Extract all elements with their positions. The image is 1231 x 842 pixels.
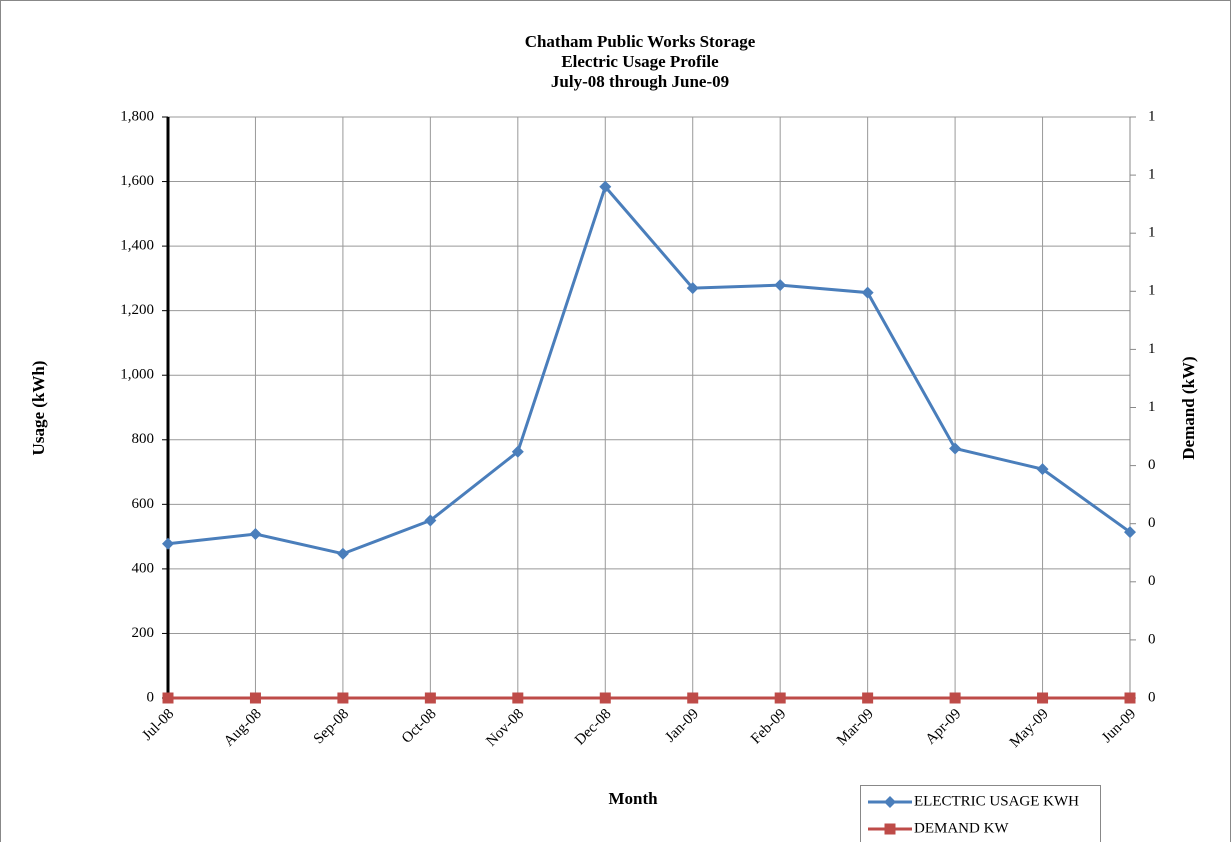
- y-tick-label: 600: [132, 496, 155, 512]
- y2-tick-label: 0: [1148, 457, 1156, 473]
- data-point: [774, 692, 786, 704]
- y-tick-label: 0: [147, 689, 155, 705]
- y2-tick-label: 1: [1148, 283, 1156, 299]
- y-tick-label: 200: [132, 625, 155, 641]
- y-tick-label: 1,800: [120, 108, 154, 124]
- legend-box: [860, 785, 1101, 842]
- y-tick-label: 1,200: [120, 302, 154, 318]
- y-tick-label: 1,000: [120, 367, 154, 383]
- data-point: [1036, 463, 1049, 476]
- data-point: [336, 547, 349, 560]
- chart-title: Electric Usage Profile: [561, 52, 719, 71]
- x-axis-label: Month: [608, 789, 658, 808]
- y-tick-label: 1,400: [120, 238, 154, 254]
- y2-tick-label: 1: [1148, 108, 1156, 124]
- data-point: [862, 692, 874, 704]
- chart-title: Chatham Public Works Storage: [525, 32, 756, 51]
- data-point: [686, 282, 699, 295]
- y-tick-label: 800: [132, 431, 155, 447]
- data-point: [424, 514, 437, 527]
- data-point: [337, 692, 349, 704]
- legend-marker: [884, 823, 896, 835]
- data-point: [599, 692, 611, 704]
- y-axis-label: Usage (kWh): [29, 361, 48, 456]
- data-point: [1037, 692, 1049, 704]
- series-line: [167, 183, 1131, 556]
- y2-tick-label: 1: [1148, 341, 1156, 357]
- data-point: [249, 692, 261, 704]
- legend-label: DEMAND KW: [914, 820, 1009, 836]
- y2-axis-label: Demand (kW): [1179, 356, 1198, 459]
- data-point: [861, 286, 874, 299]
- data-point: [162, 537, 174, 550]
- data-point: [774, 279, 787, 292]
- y2-tick-label: 0: [1148, 573, 1156, 589]
- y2-tick-label: 0: [1148, 631, 1156, 647]
- y2-tick-label: 1: [1148, 399, 1156, 415]
- legend-marker: [884, 796, 896, 808]
- data-point: [1124, 692, 1136, 704]
- legend-label: ELECTRIC USAGE KWH: [914, 793, 1079, 809]
- data-point: [249, 528, 262, 541]
- y-tick-label: 400: [132, 560, 155, 576]
- data-point: [511, 445, 524, 458]
- data-point: [162, 692, 174, 704]
- y-tick-label: 1,600: [120, 173, 154, 189]
- y2-tick-label: 0: [1148, 515, 1156, 531]
- data-point: [599, 180, 612, 193]
- y2-tick-label: 1: [1148, 225, 1156, 241]
- data-point: [949, 442, 962, 455]
- data-point: [949, 692, 961, 704]
- data-point: [512, 692, 524, 704]
- y2-tick-label: 0: [1148, 689, 1156, 705]
- y2-tick-label: 1: [1148, 167, 1156, 183]
- data-point: [424, 692, 436, 704]
- data-point: [687, 692, 699, 704]
- chart-title: July-08 through June-09: [551, 72, 729, 91]
- data-point: [1124, 526, 1136, 539]
